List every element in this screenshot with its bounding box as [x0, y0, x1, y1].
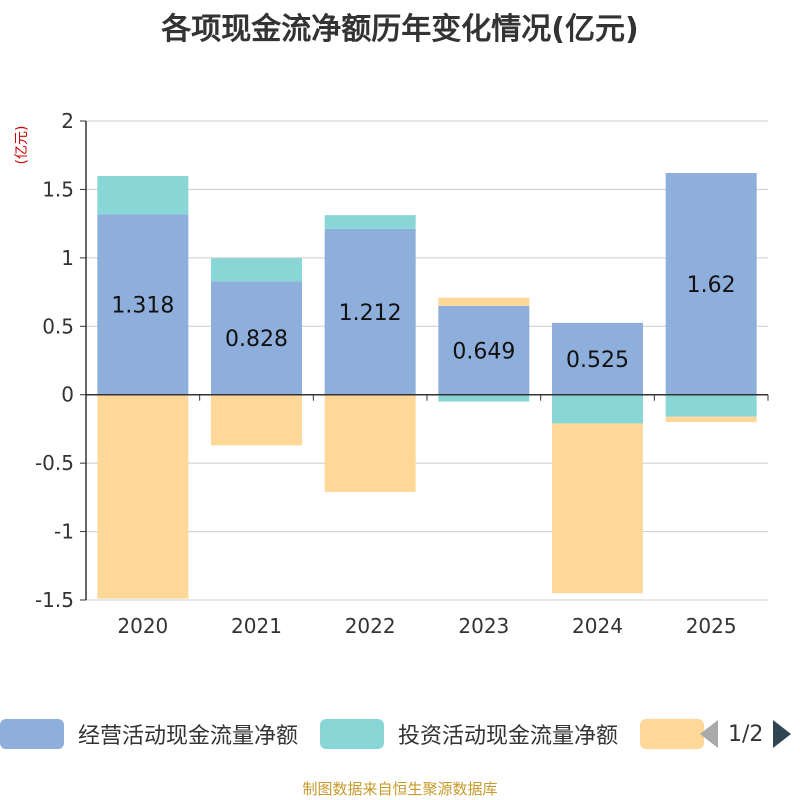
bar-operating-2024 — [552, 322, 643, 395]
bar-financing-2020 — [97, 394, 189, 599]
x-tick-label-2025: 2025 — [686, 614, 737, 638]
legend-item-operating[interactable]: 经营活动现金流量净额 — [0, 712, 298, 756]
bar-financing-2023 — [438, 297, 530, 306]
prev-page-icon[interactable] — [700, 720, 718, 748]
legend-swatch-operating — [0, 719, 64, 749]
data-label-2022: 1.212 — [339, 301, 402, 326]
bar-operating-2023 — [438, 305, 530, 395]
legend-swatch-financing — [640, 719, 704, 749]
legend-item-investing[interactable]: 投资活动现金流量净额 — [320, 712, 618, 756]
bar-investing-2025 — [665, 394, 757, 417]
bar-financing-2022 — [324, 394, 416, 492]
data-label-2025: 1.62 — [687, 273, 736, 298]
data-label-2020: 1.318 — [111, 294, 174, 319]
bar-financing-2021 — [211, 394, 302, 446]
legend-label-investing: 投资活动现金流量净额 — [398, 724, 619, 749]
bar-investing-2023 — [438, 394, 530, 402]
bar-operating-2020 — [97, 214, 189, 395]
x-tick-label-2022: 2022 — [345, 614, 396, 638]
bar-investing-2021 — [211, 258, 302, 282]
y-tick-label: 0.5 — [42, 314, 74, 338]
legend: 经营活动现金流量净额 投资活动现金流量净额 1/2 — [0, 712, 800, 760]
cashflow-chart: 2 1.5 1 0.5 0 -0.5 -1 -1.5 1.318 2020 0.828 2021 1.2… — [14, 109, 769, 638]
x-tick-label-2024: 2024 — [572, 614, 623, 638]
bar-operating-2022 — [324, 228, 416, 395]
next-page-icon[interactable] — [773, 720, 792, 748]
bar-financing-2024 — [552, 423, 643, 594]
legend-page-indicator: 1/2 — [728, 721, 764, 747]
bar-operating-2025 — [665, 173, 757, 395]
data-label-2024: 0.525 — [566, 348, 629, 373]
bar-financing-2025 — [665, 416, 757, 423]
data-source-note: 制图数据来自恒生聚源数据库 — [302, 780, 498, 798]
legend-pager: 1/2 — [700, 712, 792, 756]
y-axis-unit-label: (亿元) — [14, 126, 30, 165]
y-tick-label: 1.5 — [42, 177, 74, 201]
y-tick-label: 0 — [61, 383, 74, 407]
y-tick-label: -1 — [54, 520, 74, 544]
legend-swatch-investing — [320, 719, 384, 749]
x-tick-label-2020: 2020 — [117, 614, 168, 638]
x-tick-label-2023: 2023 — [458, 614, 509, 638]
y-tick-label: 2 — [61, 109, 74, 133]
data-label-2021: 0.828 — [225, 327, 288, 352]
y-tick-label: -0.5 — [35, 451, 74, 475]
y-tick-label: -1.5 — [35, 588, 74, 612]
legend-label-operating: 经营活动现金流量净额 — [78, 724, 299, 749]
data-label-2023: 0.649 — [452, 339, 515, 364]
legend-item-financing[interactable] — [640, 712, 704, 756]
bar-investing-2024 — [552, 394, 643, 424]
chart-title: 各项现金流净额历年变化情况(亿元) — [161, 12, 639, 47]
bar-operating-2021 — [211, 281, 302, 395]
bar-investing-2022 — [324, 215, 416, 229]
x-tick-label-2021: 2021 — [231, 614, 282, 638]
bar-investing-2020 — [97, 176, 189, 215]
y-tick-label: 1 — [61, 246, 74, 270]
